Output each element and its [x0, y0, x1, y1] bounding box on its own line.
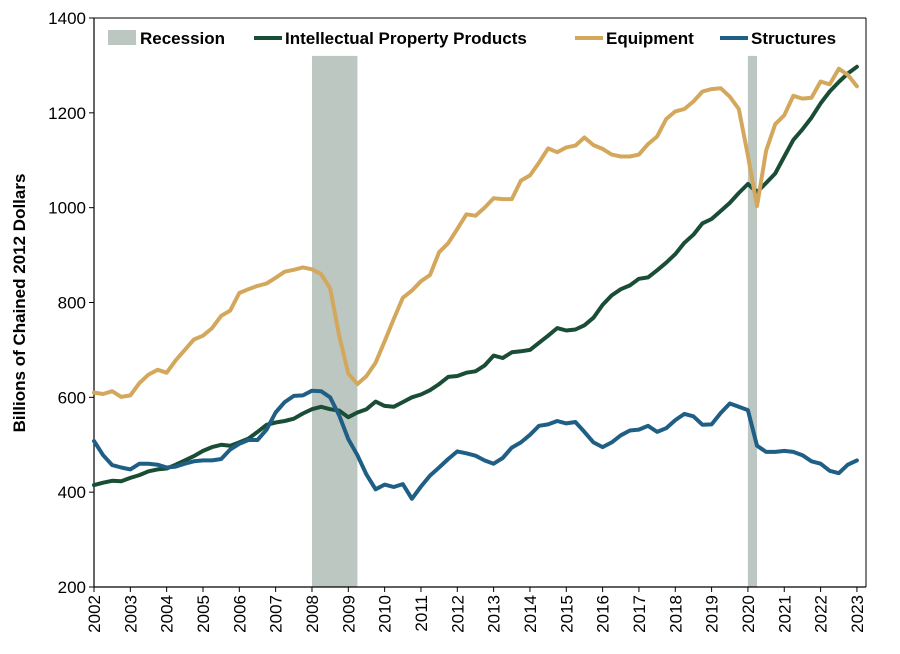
x-tick-label: 2012 — [448, 595, 467, 633]
x-tick-label: 2017 — [630, 595, 649, 633]
x-tick-label: 2005 — [194, 595, 213, 633]
legend-swatch-recession — [108, 30, 136, 45]
y-ticks: 200 400 600 800 1000 1200 1400 — [48, 9, 94, 597]
legend: Recession Intellectual Property Products… — [108, 29, 836, 48]
x-tick-label: 2015 — [557, 595, 576, 633]
y-axis-title: Billions of Chained 2012 Dollars — [10, 174, 29, 433]
y-tick-label: 1000 — [48, 199, 86, 218]
legend-label-equipment: Equipment — [606, 29, 694, 48]
recession-bands — [312, 55, 757, 587]
x-tick-label: 2021 — [775, 595, 794, 633]
series-line-equipment — [92, 66, 859, 399]
y-tick-label: 1400 — [48, 9, 86, 28]
x-tick-label: 2023 — [848, 595, 867, 633]
series-line-ipp — [92, 64, 859, 488]
y-tick-label: 200 — [58, 578, 86, 597]
x-tick-label: 2019 — [703, 595, 722, 633]
legend-label-structures: Structures — [751, 29, 836, 48]
y-tick-label: 800 — [58, 294, 86, 313]
x-tick-label: 2004 — [158, 595, 177, 633]
x-tick-label: 2020 — [739, 595, 758, 633]
legend-label-ipp: Intellectual Property Products — [285, 29, 527, 48]
x-tick-label: 2008 — [303, 595, 322, 633]
legend-label-recession: Recession — [140, 29, 225, 48]
x-tick-label: 2006 — [230, 595, 249, 633]
x-tick-label: 2014 — [521, 595, 540, 633]
x-tick-label: 2013 — [485, 595, 504, 633]
x-tick-label: 2009 — [339, 595, 358, 633]
x-tick-label: 2003 — [121, 595, 140, 633]
y-tick-label: 400 — [58, 483, 86, 502]
x-tick-label: 2002 — [85, 595, 104, 633]
x-tick-label: 2011 — [412, 595, 431, 632]
y-tick-label: 1200 — [48, 104, 86, 123]
series-line-structures — [92, 388, 859, 501]
series-lines — [92, 64, 859, 501]
x-ticks: 2002 2003 2004 2005 2006 2007 2008 2009 2010 2011… — [85, 587, 867, 633]
y-tick-label: 600 — [58, 388, 86, 407]
x-tick-label: 2022 — [812, 595, 831, 633]
recession-band-2 — [747, 55, 757, 587]
x-tick-label: 2010 — [376, 595, 395, 633]
x-tick-label: 2018 — [666, 595, 685, 633]
x-tick-label: 2007 — [267, 595, 286, 633]
x-tick-label: 2016 — [594, 595, 613, 633]
